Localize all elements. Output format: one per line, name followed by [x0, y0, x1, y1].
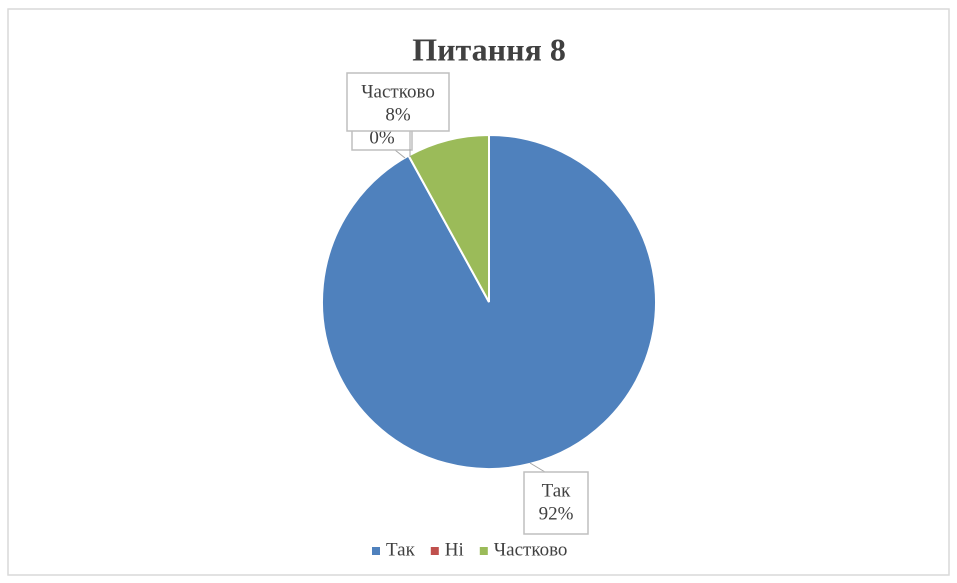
chart-title: Питання 8	[412, 31, 566, 67]
data-label-category: Так	[542, 480, 572, 501]
data-label-value: 8%	[385, 104, 411, 125]
data-label-value: 0%	[369, 127, 395, 148]
legend-marker	[430, 547, 439, 555]
legend: Так Ні Частково	[372, 539, 567, 560]
legend-label: Ні	[445, 539, 464, 560]
data-label-box	[523, 471, 589, 535]
pie-slice	[407, 133, 490, 303]
legend-marker	[372, 547, 380, 555]
legend-label: Так	[386, 539, 416, 560]
data-label-value: 92%	[539, 503, 574, 524]
legend-label: Частково	[494, 539, 568, 560]
data-label-box	[346, 72, 450, 132]
legend-marker	[479, 547, 488, 555]
data-label-category: Частково	[361, 81, 435, 102]
label-leader	[529, 462, 546, 473]
label-leader	[394, 149, 406, 159]
